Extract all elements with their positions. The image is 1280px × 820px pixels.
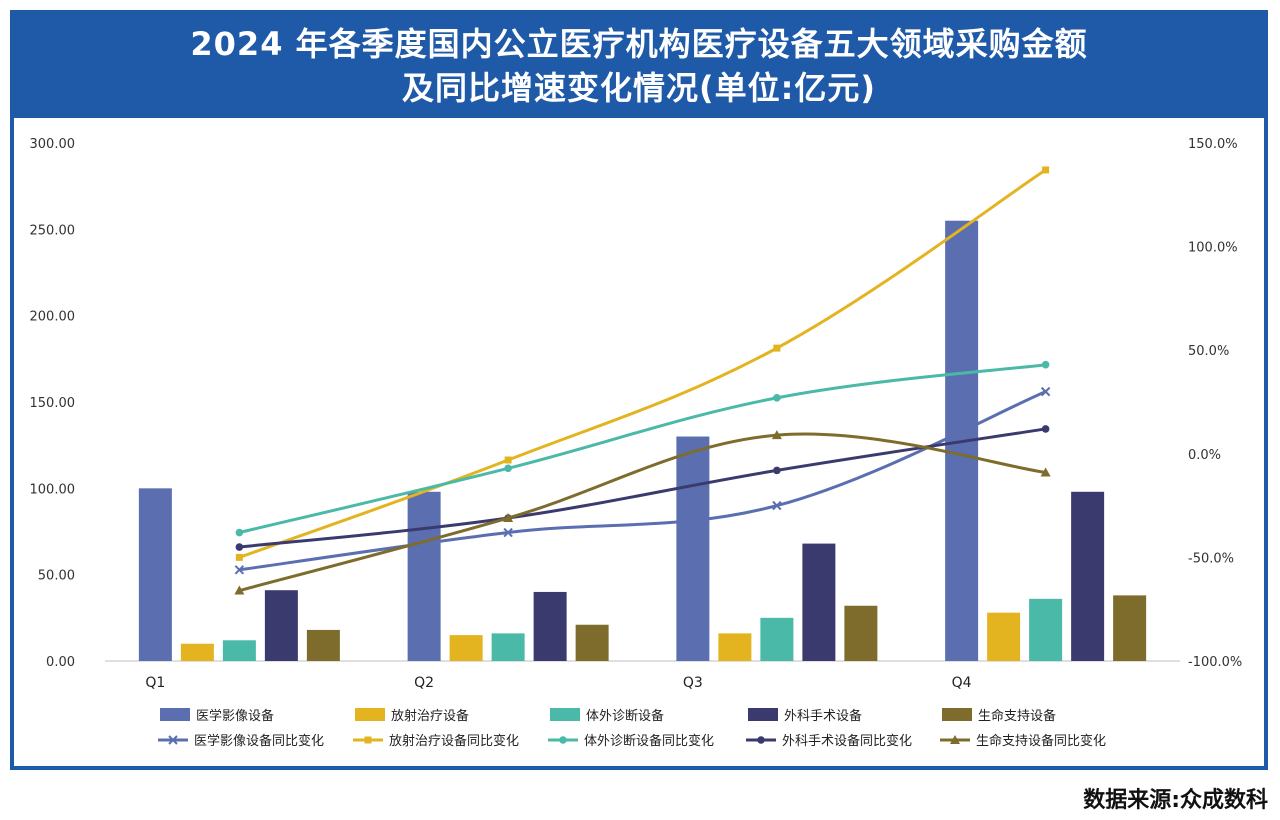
category-label: Q2 [414, 675, 434, 691]
legend-label: 生命支持设备同比变化 [976, 733, 1106, 749]
data-point [772, 500, 782, 511]
legend-label: 医学影像设备 [196, 708, 274, 724]
series-line [239, 427, 1046, 549]
bar [718, 633, 752, 661]
legend-label: 外科手术设备同比变化 [782, 733, 912, 749]
bar [264, 590, 298, 661]
bar [306, 629, 340, 661]
category-label: Q4 [952, 675, 972, 691]
chart-title-line2: 及同比增速变化情况(单位:亿元) [401, 69, 877, 107]
bar [180, 643, 214, 661]
title-band: 2024 年各季度国内公立医疗机构医疗设备五大领域采购金额 及同比增速变化情况(… [14, 14, 1264, 118]
right-tick-label: 100.0% [1188, 241, 1238, 256]
chart-frame: 2024 年各季度国内公立医疗机构医疗设备五大领域采购金额 及同比增速变化情况(… [10, 10, 1268, 770]
series-line [238, 168, 1047, 559]
data-point [235, 543, 244, 551]
data-point [234, 565, 245, 575]
data-point [235, 553, 243, 561]
data-point [234, 585, 245, 595]
data-point [1042, 166, 1050, 174]
legend-label: 体外诊断设备同比变化 [584, 733, 714, 749]
data-point [773, 344, 781, 352]
left-tick-label: 0.00 [46, 655, 75, 670]
bar [407, 491, 441, 661]
category-label: Q3 [683, 675, 703, 691]
bar [1029, 598, 1063, 661]
data-point [168, 735, 178, 745]
data-point [504, 456, 512, 464]
legend-label: 生命支持设备 [978, 708, 1056, 724]
series-line [239, 390, 1047, 572]
legend-label: 体外诊断设备 [586, 708, 664, 724]
bar [760, 617, 794, 661]
bar [138, 488, 172, 661]
legend-label: 外科手术设备 [784, 708, 862, 724]
legend-swatch [942, 708, 972, 721]
bar [575, 624, 609, 661]
bar [491, 633, 525, 661]
series-line [239, 363, 1046, 534]
data-point [773, 394, 781, 402]
bar [1071, 491, 1105, 661]
legend-label: 放射治疗设备同比变化 [389, 733, 519, 749]
bar [1113, 595, 1147, 661]
right-tick-label: 150.0% [1188, 137, 1238, 152]
left-tick-label: 100.00 [30, 482, 76, 497]
left-tick-label: 150.00 [30, 396, 76, 411]
right-tick-label: 0.0% [1188, 448, 1221, 463]
bar [802, 543, 836, 661]
chart-title-line1: 2024 年各季度国内公立医疗机构医疗设备五大领域采购金额 [190, 25, 1088, 63]
data-source: 数据来源:众成数科 [1083, 788, 1268, 813]
bar [987, 612, 1021, 661]
left-tick-label: 200.00 [30, 310, 76, 325]
bar [533, 591, 567, 661]
data-point [950, 735, 960, 744]
legend-swatch [748, 708, 778, 721]
right-tick-label: -50.0% [1188, 551, 1234, 566]
bar [844, 605, 878, 661]
data-point [1041, 425, 1050, 433]
legend-label: 放射治疗设备 [391, 708, 469, 724]
legend-swatch [550, 708, 580, 721]
data-point [1041, 360, 1050, 369]
bar [222, 640, 256, 661]
data-point [771, 430, 782, 440]
data-point [235, 528, 244, 537]
data-point [757, 736, 765, 744]
bar [449, 635, 483, 661]
left-tick-label: 300.00 [30, 137, 76, 152]
data-point [504, 464, 512, 473]
data-point [1040, 386, 1051, 397]
left-tick-label: 250.00 [30, 223, 76, 238]
left-tick-label: 50.00 [38, 569, 75, 584]
right-tick-label: -100.0% [1188, 655, 1242, 670]
legend-label: 医学影像设备同比变化 [194, 733, 324, 749]
data-point [364, 736, 372, 744]
series-line [238, 432, 1046, 593]
data-point [559, 736, 567, 744]
data-point [503, 527, 513, 538]
category-label: Q1 [145, 675, 165, 691]
right-tick-label: 50.0% [1188, 344, 1229, 359]
data-point [1040, 467, 1051, 477]
legend-swatch [160, 708, 190, 721]
data-point [773, 466, 781, 475]
bar [676, 436, 710, 661]
legend-swatch [355, 708, 385, 721]
data-point [503, 513, 514, 523]
